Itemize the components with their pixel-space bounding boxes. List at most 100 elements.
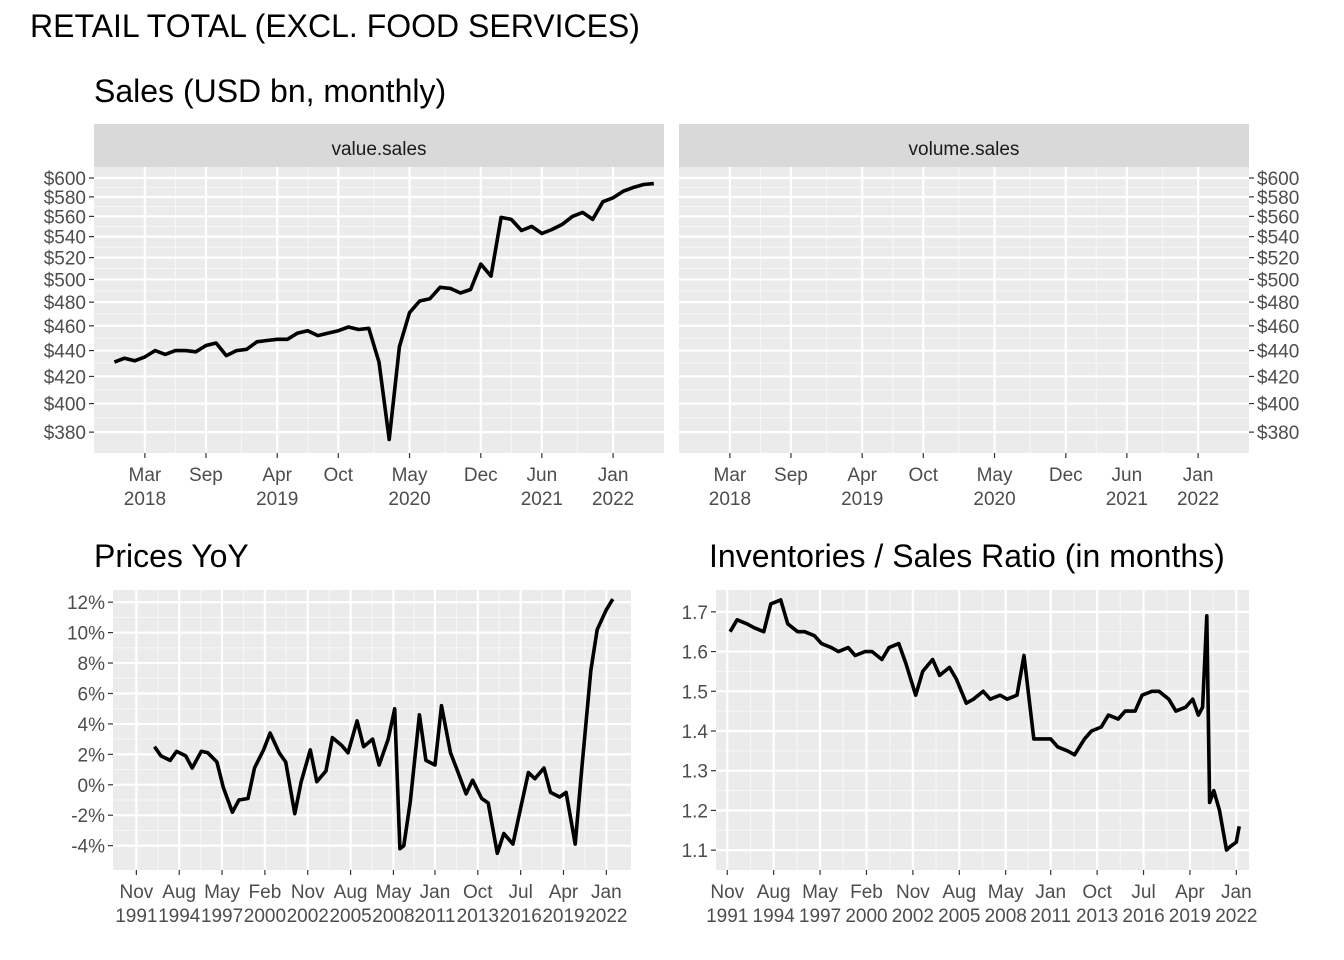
x-tick-label: Feb <box>850 882 883 903</box>
y-tick-label: 1.2 <box>682 801 708 822</box>
x-tick-label: 2013 <box>457 906 499 927</box>
facet-strip <box>94 124 664 167</box>
y-tick-label: 1.3 <box>682 762 708 783</box>
x-tick-label: Aug <box>162 882 196 903</box>
x-tick-label: 2022 <box>585 906 627 927</box>
y-tick-label: 0% <box>78 776 106 797</box>
x-tick-label: Jul <box>1131 882 1155 903</box>
x-tick-label: May <box>392 465 428 486</box>
y-tick-label: $520 <box>1257 249 1299 270</box>
y-tick-label: $440 <box>44 342 86 363</box>
x-tick-label: May <box>375 882 411 903</box>
x-tick-label: Sep <box>774 465 808 486</box>
x-tick-label: 2018 <box>709 489 751 510</box>
x-tick-label: May <box>988 882 1024 903</box>
x-tick-label: Nov <box>896 882 930 903</box>
x-tick-label: 2020 <box>388 489 430 510</box>
x-tick-label: Jan <box>591 882 622 903</box>
y-tick-label: $420 <box>44 367 86 388</box>
x-tick-label: Jan <box>1035 882 1066 903</box>
y-tick-label: 10% <box>67 624 105 645</box>
y-tick-label: $380 <box>1257 423 1299 444</box>
x-tick-label: 1991 <box>115 906 157 927</box>
x-tick-label: Nov <box>119 882 153 903</box>
x-tick-label: 2016 <box>1122 906 1164 927</box>
x-tick-label: Aug <box>334 882 368 903</box>
y-tick-label: 1.7 <box>682 603 708 624</box>
y-tick-label: $400 <box>44 395 86 416</box>
chart-title: Prices YoY <box>94 538 249 574</box>
x-tick-label: 2002 <box>892 906 934 927</box>
panel-background <box>679 167 1249 453</box>
x-tick-label: May <box>802 882 838 903</box>
y-tick-label: $460 <box>44 317 86 338</box>
x-tick-label: 2000 <box>845 906 887 927</box>
chart-title: Sales (USD bn, monthly) <box>94 73 446 109</box>
panel-volume-sales: $380 $400 $420 $440 $460 $480$500$520$540$560… <box>679 167 1299 510</box>
y-tick-label: $580 <box>44 188 86 209</box>
x-tick-label: 2018 <box>124 489 166 510</box>
x-tick-label: 2016 <box>500 906 542 927</box>
x-tick-label: 2022 <box>592 489 634 510</box>
x-tick-label: May <box>977 465 1013 486</box>
y-tick-label: -4% <box>71 837 105 858</box>
y-tick-label: $560 <box>44 207 86 228</box>
y-tick-label: 1.6 <box>682 643 708 664</box>
panel-inventories: 1.1 1.2 1.3 1.4 1.5 1.6 1.7 Nov 1991 Aug 1994 May 19… <box>682 590 1257 927</box>
y-tick-label: 2% <box>78 745 106 766</box>
x-tick-label: Apr <box>262 465 292 486</box>
y-tick-label: -2% <box>71 806 105 827</box>
x-tick-label: Mar <box>714 465 747 486</box>
x-tick-label: 2005 <box>329 906 371 927</box>
x-tick-label: 1991 <box>706 906 748 927</box>
x-tick-label: Apr <box>1175 882 1205 903</box>
x-tick-label: May <box>204 882 240 903</box>
x-tick-label: Jan <box>420 882 451 903</box>
x-tick-label: Oct <box>463 882 493 903</box>
x-tick-label: Oct <box>909 465 939 486</box>
y-tick-label: 1.1 <box>682 841 708 862</box>
series-line <box>728 598 1241 852</box>
facet-label: value.sales <box>331 139 426 160</box>
x-tick-label: 2013 <box>1076 906 1118 927</box>
x-tick-label: 2019 <box>542 906 584 927</box>
y-tick-label: $540 <box>44 228 86 249</box>
x-tick-label: 2022 <box>1177 489 1219 510</box>
x-tick-label: Jan <box>1221 882 1252 903</box>
x-tick-label: Aug <box>757 882 791 903</box>
x-tick-label: Jan <box>598 465 629 486</box>
x-tick-label: Nov <box>291 882 325 903</box>
x-tick-label: 2008 <box>372 906 414 927</box>
y-tick-label: $420 <box>1257 367 1299 388</box>
y-tick-label: $460 <box>1257 317 1299 338</box>
y-tick-label: $600 <box>1257 169 1299 190</box>
x-tick-label: Dec <box>1049 465 1083 486</box>
x-tick-label: Feb <box>249 882 282 903</box>
y-tick-label: $440 <box>1257 342 1299 363</box>
y-tick-label: $380 <box>44 423 86 444</box>
y-tick-label: 12% <box>67 593 105 614</box>
x-tick-label: 1994 <box>158 906 201 927</box>
y-tick-label: $480 <box>44 293 86 314</box>
x-tick-label: Jan <box>1183 465 1214 486</box>
x-tick-label: 2021 <box>1106 489 1148 510</box>
x-tick-label: 2005 <box>938 906 980 927</box>
panel-value-sales: $380 $400 $420 $440 $460 $480$500$520$540$560… <box>44 167 664 510</box>
x-tick-label: 2019 <box>1169 906 1211 927</box>
y-tick-label: 1.5 <box>682 682 708 703</box>
x-tick-label: Nov <box>710 882 744 903</box>
x-tick-label: Aug <box>942 882 976 903</box>
x-tick-label: 2000 <box>244 906 286 927</box>
y-tick-label: $500 <box>1257 270 1299 291</box>
y-tick-label: $400 <box>1257 395 1299 416</box>
series-line <box>113 181 654 442</box>
x-tick-label: 2019 <box>256 489 298 510</box>
y-tick-label: $580 <box>1257 188 1299 209</box>
y-tick-label: $480 <box>1257 293 1299 314</box>
series-line <box>153 598 615 856</box>
x-tick-label: Apr <box>847 465 877 486</box>
x-tick-label: Oct <box>1082 882 1112 903</box>
panel-prices: -4%-2%0%2%4%6%8%10%12%Nov1991Aug1994May1… <box>67 590 631 927</box>
facet-strip <box>679 124 1249 167</box>
